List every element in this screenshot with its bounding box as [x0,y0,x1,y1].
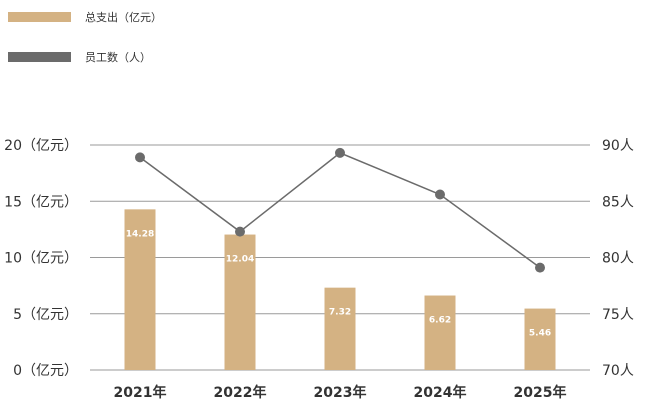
legend-swatch-expenditure [8,12,71,22]
right-tick-label: 80人 [602,251,634,267]
bar [124,209,156,370]
legend-label-employees: 员工数（人） [85,51,151,64]
bar-value-label: 6.62 [429,316,451,326]
bar [524,308,556,370]
bar [224,234,256,370]
legend-item-employees: 员工数（人） [8,49,151,65]
left-tick-label: 0（亿元） [13,363,78,379]
line-point [335,147,345,158]
right-tick-label: 85人 [602,194,634,210]
left-tick-label: 10（亿元） [4,251,78,267]
left-tick-label: 15（亿元） [4,194,78,210]
bar [424,295,456,370]
bar-series: 14.28 12.04 7.32 6.62 5.46 [124,209,556,370]
legend-swatch-employees [8,52,71,62]
line-point [435,189,445,200]
bar [324,287,356,370]
right-tick-label: 70人 [602,363,634,379]
line-series [135,147,545,273]
right-tick-label: 75人 [602,307,634,323]
x-tick-label: 2025年 [514,384,567,401]
x-tick-label: 2021年 [114,384,167,401]
bar-value-label: 5.46 [529,329,551,339]
line-point [535,262,545,273]
x-tick-label: 2023年 [314,384,367,401]
axis-labels: 0（亿元） 5（亿元） 10（亿元） 15（亿元） 20（亿元） 70人 75人 80人 85人… [4,138,634,401]
employee-line [139,152,541,269]
x-tick-label: 2022年 [214,384,267,401]
left-tick-label: 5（亿元） [13,307,78,323]
right-tick-label: 90人 [602,138,634,154]
left-tick-label: 20（亿元） [4,138,78,154]
line-point [235,226,245,237]
line-point [135,152,145,163]
legend-item-expenditure: 总支出（亿元） [8,9,162,25]
bar-value-label: 12.04 [226,255,254,265]
x-tick-label: 2024年 [414,384,467,401]
bar-value-label: 7.32 [329,308,351,318]
legend-label-expenditure: 总支出（亿元） [85,11,162,24]
bar-value-label: 14.28 [126,229,154,239]
